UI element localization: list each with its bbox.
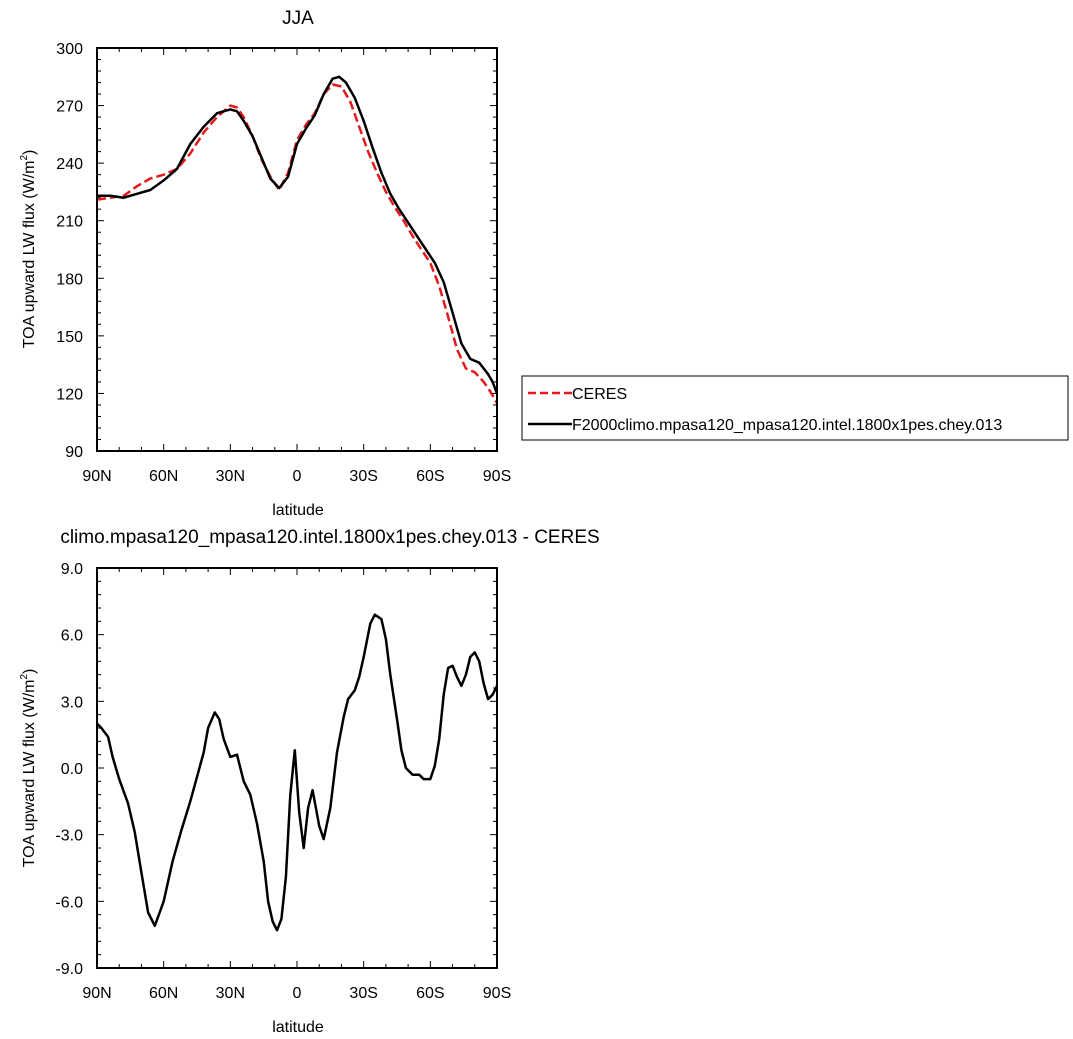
top-series-line-0 [96,83,499,404]
legend-ceres-label: CERES [572,386,627,403]
top-ticks [96,47,498,452]
bottom-plot-frame [96,567,498,969]
bottom-x-tick-label: 30N [216,985,245,1002]
bottom-y-axis-label: TOA upward LW flux (W/m2) [19,669,38,868]
top-y-tick-label: 150 [56,329,83,346]
bottom-x-axis-label: latitude [272,1019,324,1036]
bottom-y-tick-label: -6.0 [55,894,83,911]
top-x-tick-label: 0 [293,468,302,485]
bottom-x-tick-label: 30S [349,985,377,1002]
legend: CERES F2000climo.mpasa120_mpasa120.intel… [521,375,1069,441]
bottom-x-tick-labels: 90N 60N 30N 0 30S 60S 90S [82,985,511,1002]
bottom-series-group [96,613,499,932]
top-chart-title: JJA [282,8,314,29]
top-series-group [96,75,499,404]
bottom-y-tick-label: 0.0 [61,761,83,778]
bottom-x-tick-label: 90N [82,985,111,1002]
bottom-y-tick-labels: -9.0 -6.0 -3.0 0.0 3.0 6.0 9.0 [55,561,83,978]
top-x-tick-label: 90S [483,468,511,485]
top-y-axis-label: TOA upward LW flux (W/m2) [19,150,38,349]
top-x-axis-label: latitude [272,502,324,519]
legend-box [521,375,1069,441]
bottom-y-tick-label: 9.0 [61,561,83,578]
top-panel: JJA 90 120 150 180 210 240 270 300 90N 60N 30N 0 30… [19,8,511,519]
top-y-tick-labels: 90 120 150 180 210 240 270 300 [56,41,83,461]
bottom-y-tick-label: -9.0 [55,961,83,978]
bottom-series-line-0 [96,613,499,932]
top-y-tick-label: 240 [56,156,83,173]
top-y-tick-label: 300 [56,41,83,58]
bottom-x-tick-label: 60N [149,985,178,1002]
bottom-y-tick-label: 3.0 [61,694,83,711]
top-x-tick-labels: 90N 60N 30N 0 30S 60S 90S [82,468,511,485]
top-plot-frame [96,47,498,452]
top-y-tick-label: 90 [65,444,83,461]
bottom-y-tick-label: 6.0 [61,628,83,645]
top-x-tick-label: 90N [82,468,111,485]
bottom-x-tick-label: 90S [483,985,511,1002]
top-x-tick-label: 30S [349,468,377,485]
top-x-tick-label: 60N [149,468,178,485]
bottom-y-tick-label: -3.0 [55,828,83,845]
top-series-line-1 [97,75,499,394]
bottom-x-tick-label: 0 [293,985,302,1002]
bottom-chart-title: climo.mpasa120_mpasa120.intel.1800x1pes.… [60,527,599,548]
bottom-panel: climo.mpasa120_mpasa120.intel.1800x1pes.… [19,527,600,1036]
top-y-tick-label: 120 [56,386,83,403]
top-y-tick-label: 210 [56,214,83,231]
legend-model-label: F2000climo.mpasa120_mpasa120.intel.1800x… [572,417,1002,434]
top-y-tick-label: 270 [56,99,83,116]
top-x-tick-label: 60S [416,468,444,485]
top-x-tick-label: 30N [216,468,245,485]
top-y-tick-label: 180 [56,271,83,288]
bottom-x-tick-label: 60S [416,985,444,1002]
